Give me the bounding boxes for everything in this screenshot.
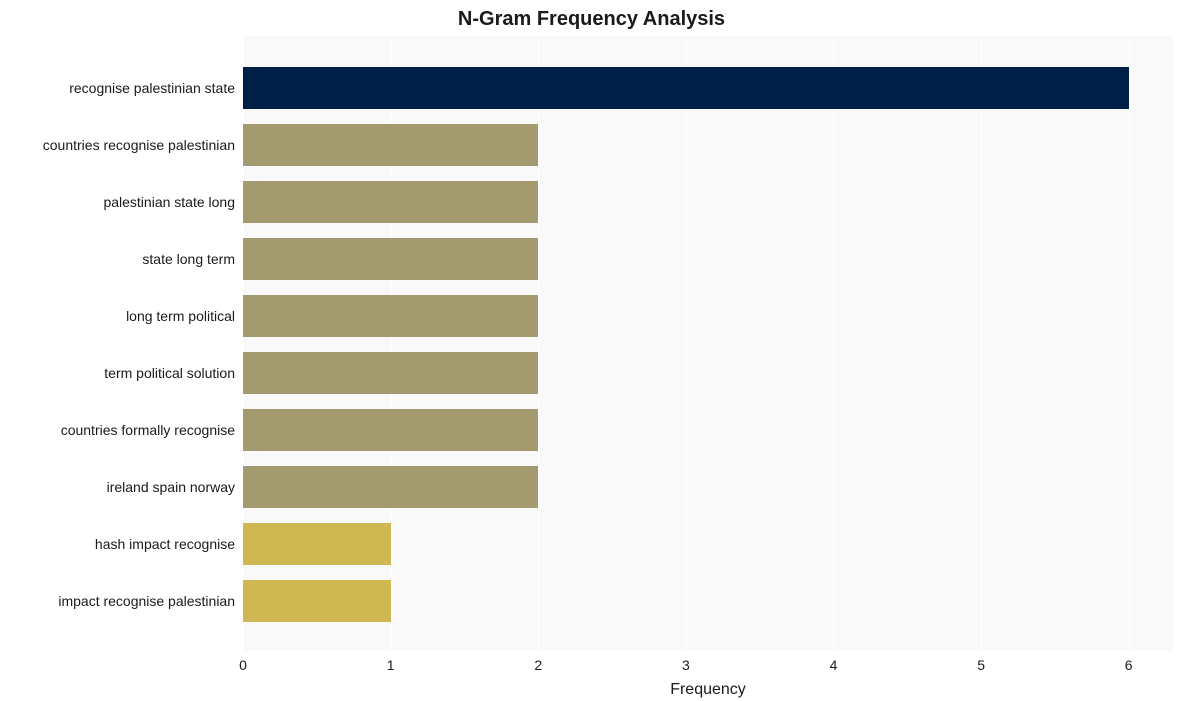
bar-row [243,230,1173,287]
x-tick-label: 4 [830,657,838,673]
bar-row [243,401,1173,458]
y-tick-label: term political solution [104,365,235,381]
y-tick-label: impact recognise palestinian [58,593,235,609]
y-tick-label: countries recognise palestinian [43,137,235,153]
bar [243,466,538,508]
bar-row [243,515,1173,572]
bar [243,295,538,337]
bar [243,409,538,451]
bar-row [243,287,1173,344]
y-tick-label: countries formally recognise [61,422,235,438]
y-tick-label: recognise palestinian state [69,80,235,96]
y-tick-label: palestinian state long [103,194,235,210]
y-tick-label: state long term [142,251,235,267]
y-tick-label: hash impact recognise [95,536,235,552]
x-tick-label: 2 [534,657,542,673]
bar [243,352,538,394]
bar-row [243,344,1173,401]
chart-plot-area [243,36,1173,651]
bar [243,238,538,280]
x-tick-label: 1 [387,657,395,673]
bar [243,124,538,166]
bar [243,181,538,223]
bar-row [243,572,1173,629]
bar-row [243,173,1173,230]
bar [243,580,391,622]
bar-row [243,116,1173,173]
y-tick-label: ireland spain norway [107,479,235,495]
chart-title: N-Gram Frequency Analysis [0,8,1183,31]
x-tick-label: 3 [682,657,690,673]
x-axis-label: Frequency [670,681,746,699]
y-tick-label: long term political [126,308,235,324]
x-tick-label: 0 [239,657,247,673]
bar [243,523,391,565]
bar-row [243,59,1173,116]
bar [243,67,1129,109]
x-tick-label: 6 [1125,657,1133,673]
bar-row [243,458,1173,515]
x-tick-label: 5 [977,657,985,673]
